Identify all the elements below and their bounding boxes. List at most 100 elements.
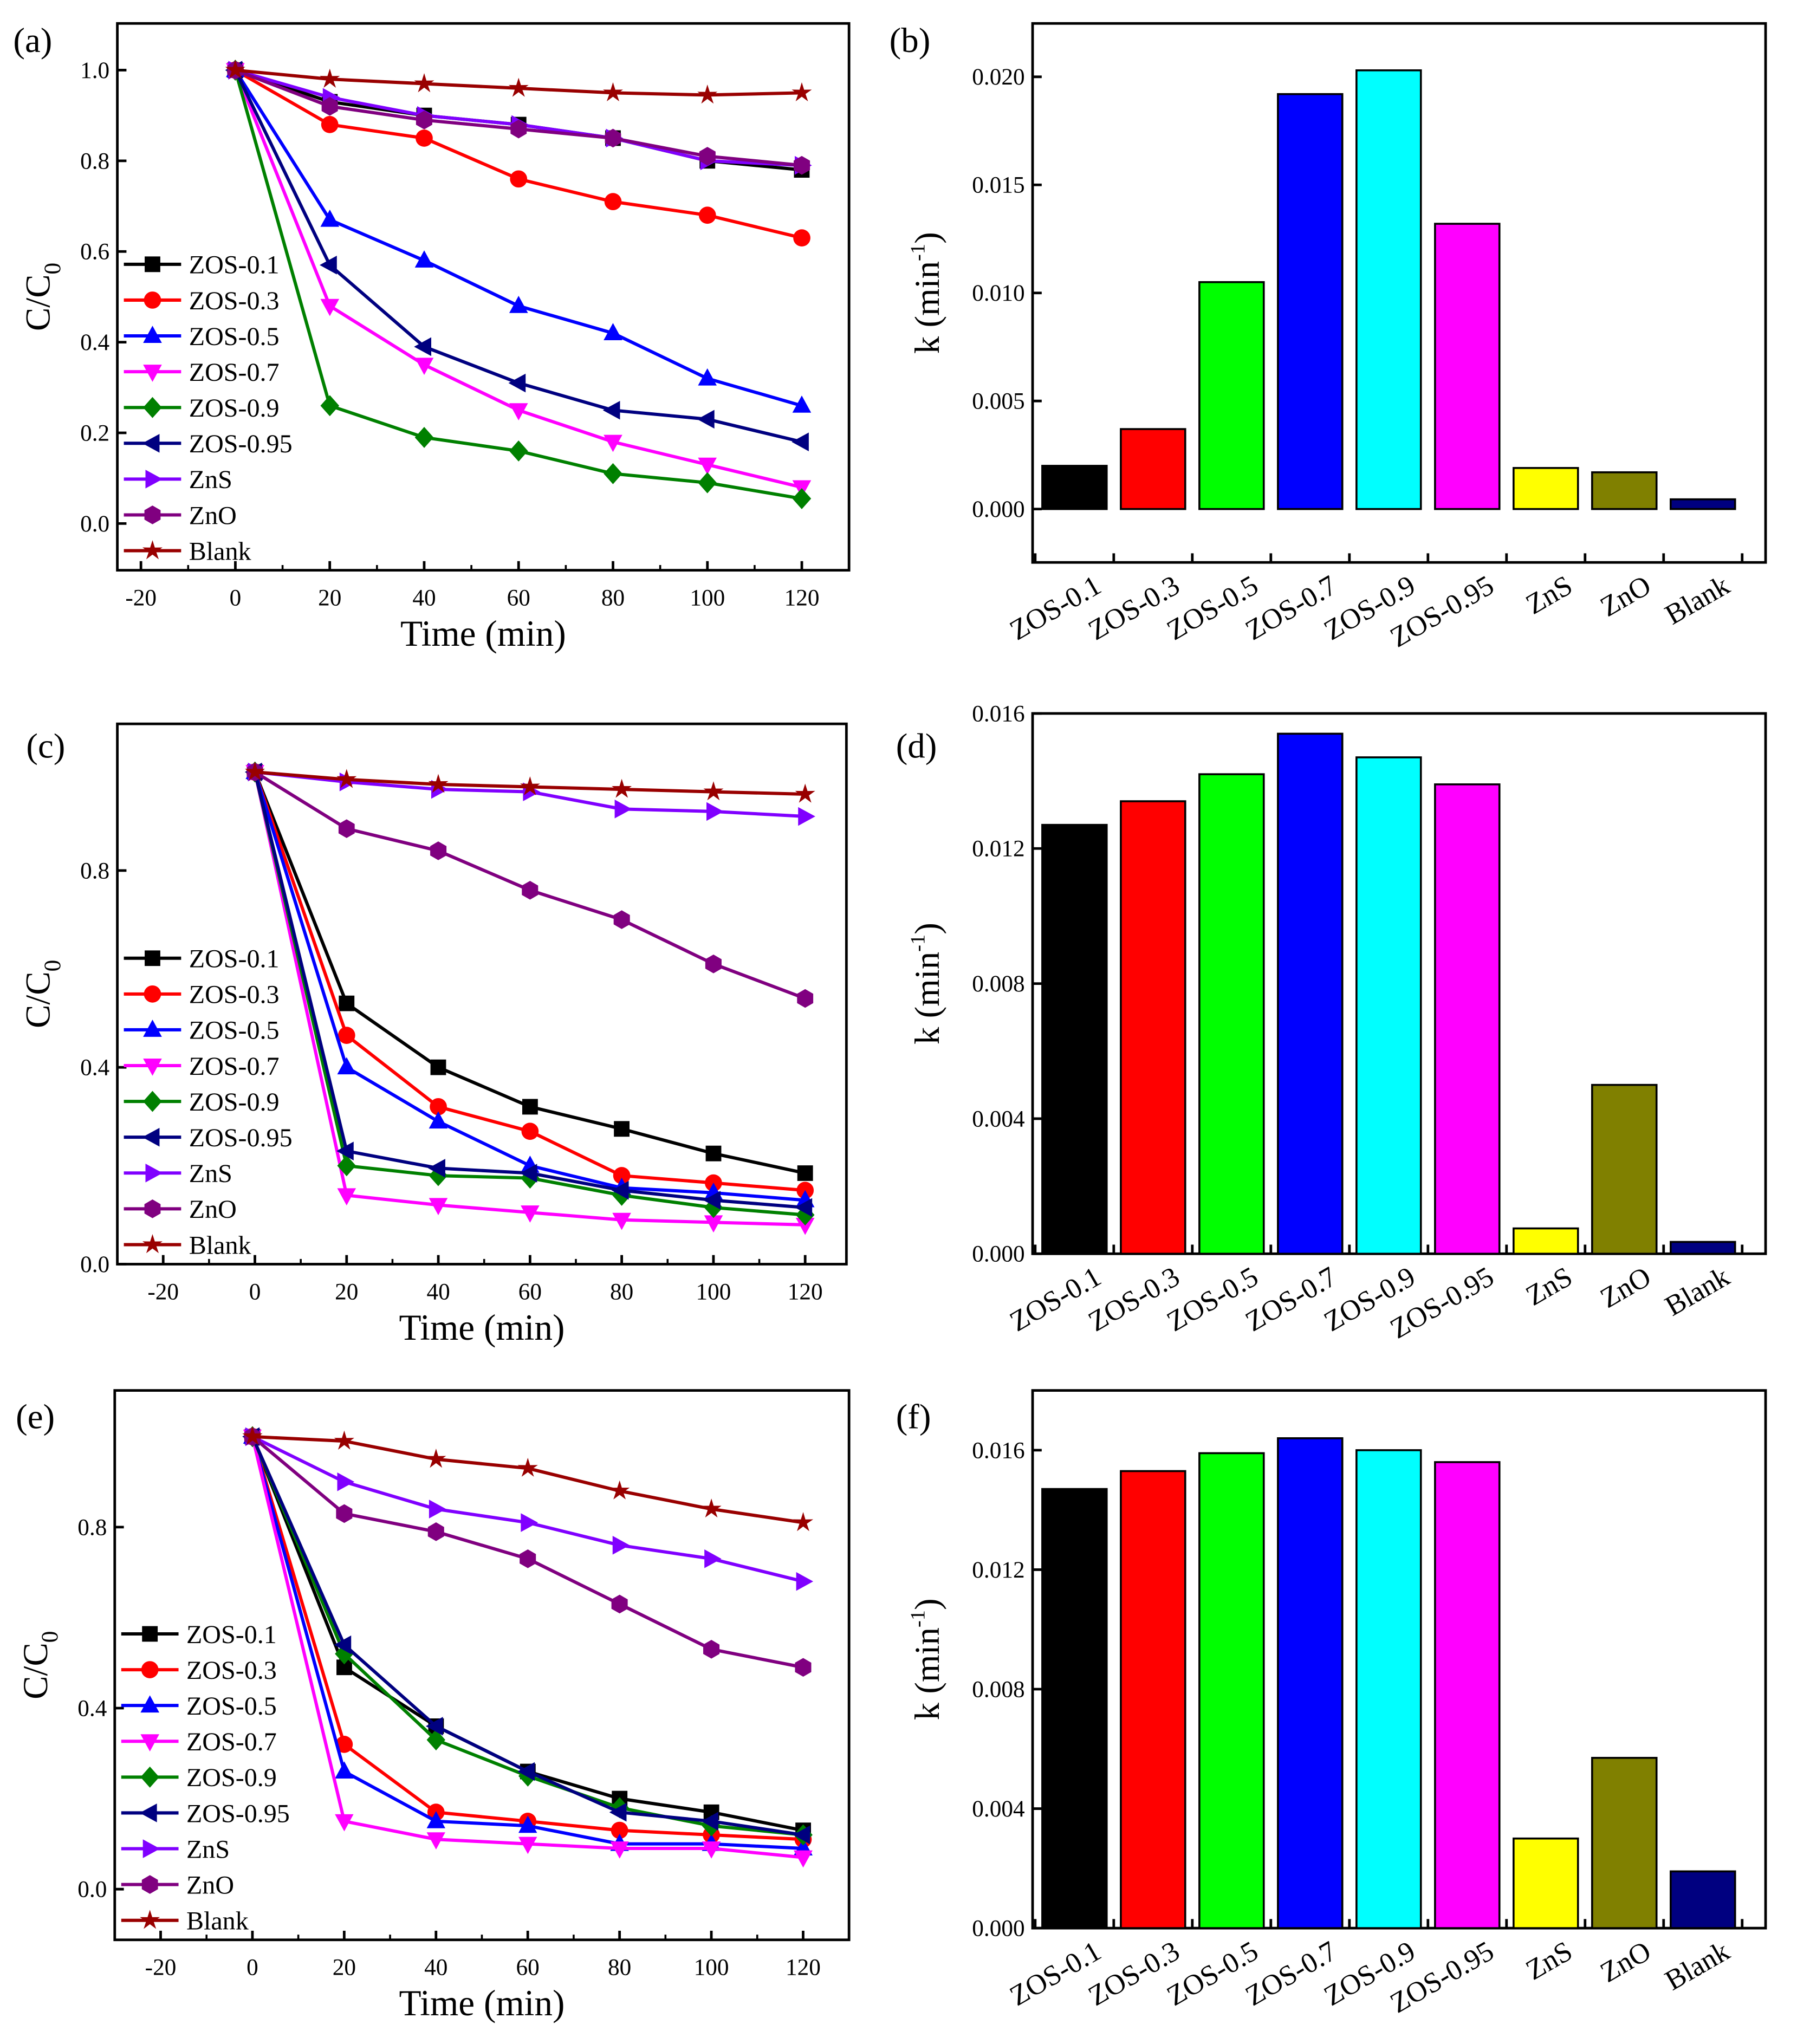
legend-item: ZOS-0.7 bbox=[124, 358, 280, 387]
data-point bbox=[795, 1658, 812, 1677]
y-tick-label: 0.016 bbox=[972, 1437, 1024, 1463]
data-point bbox=[602, 400, 620, 420]
series-Blank bbox=[242, 1426, 814, 1532]
legend-marker bbox=[143, 1091, 162, 1112]
data-point bbox=[522, 1099, 538, 1115]
data-point bbox=[320, 299, 340, 316]
bar-ZOS-0.5 bbox=[1198, 281, 1265, 510]
series-line bbox=[252, 1435, 804, 1524]
legend-marker bbox=[141, 1661, 159, 1678]
data-point bbox=[697, 84, 718, 104]
legend-item: Blank bbox=[121, 1907, 249, 1936]
data-point bbox=[337, 1155, 356, 1177]
data-point bbox=[414, 73, 434, 93]
bar-ZnS bbox=[1513, 1837, 1579, 1929]
chart-panel-a: (a) 0.0 0.2 0.4 0.6 0.8 1.0 C/C0 -20 0 20 40 60 80 100… bbox=[13, 21, 851, 654]
legend-item: ZOS-0.3 bbox=[124, 287, 280, 315]
data-point bbox=[611, 1180, 629, 1200]
data-point bbox=[320, 209, 340, 227]
y-tick-label: 0.012 bbox=[972, 1557, 1024, 1583]
data-point bbox=[798, 807, 815, 826]
legend-marker bbox=[143, 1020, 162, 1037]
y-tick-label: 0.2 bbox=[80, 420, 109, 446]
legend-label: ZOS-0.3 bbox=[186, 1656, 277, 1685]
x-category-label: ZOS-0.5 bbox=[1162, 1935, 1263, 2012]
bar-Blank bbox=[1670, 498, 1736, 510]
legend-marker bbox=[144, 505, 161, 524]
x-category-label: ZnO bbox=[1595, 1261, 1656, 1314]
bar-ZOS-0.5 bbox=[1198, 1452, 1265, 1929]
data-point bbox=[334, 1430, 354, 1450]
x-category-label: ZOS-0.1 bbox=[1004, 1261, 1106, 1338]
series-ZOS-0.9 bbox=[243, 1426, 813, 1846]
data-point bbox=[321, 97, 338, 116]
legend-marker bbox=[140, 1766, 159, 1788]
legend-label: ZOS-0.5 bbox=[189, 1016, 280, 1045]
bar-ZOS-0.3 bbox=[1120, 428, 1186, 510]
x-axis-label: Time (min) bbox=[399, 1307, 565, 1348]
legend-marker bbox=[145, 950, 160, 966]
data-point bbox=[793, 1512, 814, 1532]
data-point bbox=[604, 463, 622, 484]
bar-ZnO bbox=[1591, 1757, 1658, 1929]
data-point bbox=[518, 1837, 537, 1854]
bar-ZOS-0.95 bbox=[1434, 223, 1501, 510]
legend-label: ZnO bbox=[189, 501, 237, 530]
data-point bbox=[604, 193, 622, 211]
bar-ZOS-0.9 bbox=[1355, 756, 1422, 1255]
data-point bbox=[336, 1504, 353, 1523]
x-tick-label: 60 bbox=[518, 1279, 542, 1305]
y-axis-label: C/C0 bbox=[16, 1631, 63, 1699]
data-point bbox=[793, 229, 810, 246]
x-category-label: ZnO bbox=[1595, 1935, 1656, 1989]
data-point bbox=[338, 1027, 355, 1044]
data-point bbox=[426, 1811, 445, 1828]
data-point bbox=[793, 1825, 810, 1845]
data-point bbox=[797, 1165, 813, 1181]
x-tick-label: 100 bbox=[690, 585, 725, 611]
legend-marker bbox=[143, 326, 162, 343]
data-point bbox=[701, 1812, 718, 1831]
y-axis-label: k (min-1) bbox=[907, 1598, 947, 1720]
bar-Blank bbox=[1670, 1241, 1736, 1255]
y-tick-label: 1.0 bbox=[80, 57, 109, 83]
x-tick-label: 100 bbox=[696, 1279, 731, 1305]
legend-item: ZnS bbox=[121, 1835, 230, 1864]
y-tick-label: 0.4 bbox=[80, 1055, 109, 1081]
x-tick-label: 60 bbox=[516, 1955, 540, 1981]
series-ZOS-0.5 bbox=[243, 1426, 813, 1856]
series-ZnS bbox=[245, 1427, 814, 1591]
legend-marker bbox=[140, 1910, 160, 1929]
y-tick-label: 0.012 bbox=[972, 836, 1024, 862]
y-tick-label: 0.4 bbox=[77, 1695, 107, 1721]
data-point bbox=[416, 111, 432, 129]
x-category-label: ZOS-0.3 bbox=[1083, 569, 1185, 646]
series-ZOS-0.95 bbox=[225, 61, 809, 451]
data-point bbox=[602, 82, 623, 101]
bar-ZOS-0.1 bbox=[1041, 1488, 1108, 1929]
data-point bbox=[508, 373, 526, 393]
legend-marker bbox=[140, 1734, 159, 1752]
y-tick-label: 0.4 bbox=[80, 329, 109, 355]
x-category-label: Blank bbox=[1660, 569, 1735, 631]
data-point bbox=[430, 1098, 447, 1115]
bar-ZOS-0.1 bbox=[1041, 465, 1108, 510]
legend-item: ZOS-0.5 bbox=[121, 1692, 277, 1721]
legend-label: ZnS bbox=[189, 1159, 232, 1188]
data-point bbox=[698, 472, 717, 494]
data-point bbox=[612, 1212, 631, 1230]
data-point bbox=[414, 250, 434, 268]
y-axis-label: k (min-1) bbox=[907, 232, 947, 354]
x-tick-label: 120 bbox=[784, 585, 820, 611]
legend-label: ZOS-0.95 bbox=[189, 1124, 293, 1152]
legend-marker bbox=[144, 291, 161, 309]
legend-item: ZOS-0.95 bbox=[124, 430, 293, 458]
panel-label: (a) bbox=[13, 21, 52, 60]
legend-item: ZOS-0.3 bbox=[121, 1656, 277, 1685]
x-tick-label: 0 bbox=[246, 1955, 258, 1981]
y-tick-label: 0.016 bbox=[972, 700, 1024, 726]
x-tick-label: 40 bbox=[426, 1279, 450, 1305]
x-tick-label: 60 bbox=[507, 585, 530, 611]
data-point bbox=[703, 781, 724, 801]
bar-ZOS-0.1 bbox=[1041, 823, 1108, 1255]
